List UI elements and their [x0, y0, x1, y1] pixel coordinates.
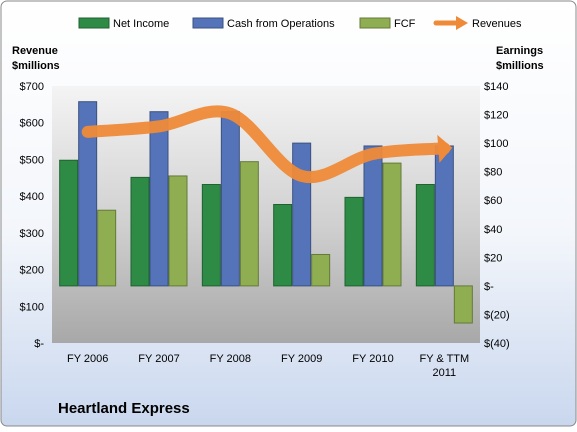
legend-swatch-net-income: [78, 17, 110, 29]
bar-fcf: [382, 162, 402, 287]
right-axis-tick-label: $20: [484, 252, 502, 264]
legend: Net Income Cash from Operations FCF Revenue…: [78, 16, 522, 30]
category-label: FY 2009: [281, 353, 322, 365]
right-axis-tick-label: $140: [484, 81, 508, 93]
right-axis-tick-label: $-: [484, 281, 494, 293]
legend-swatch-fcf: [359, 17, 391, 29]
left-axis-tick-label: $200: [20, 265, 44, 277]
right-axis-tick-label: $(20): [484, 309, 510, 321]
right-axis-tick-label: $100: [484, 138, 508, 150]
bar-fcf: [453, 285, 473, 324]
bar-cash-from-operations: [220, 111, 240, 287]
line-layer: [81, 105, 453, 184]
bar-cash-from-operations: [78, 101, 98, 287]
left-axis-tick-label: $300: [20, 228, 44, 240]
left-axis-tick-label: $700: [20, 81, 44, 93]
line-arrowhead-revenues: [437, 134, 453, 163]
right-axis-tick-label: $120: [484, 110, 508, 122]
left-axis-label-line2: $millions: [12, 60, 60, 72]
bar-cash-from-operations: [292, 142, 312, 287]
right-axis-tick-label: $(40): [484, 338, 510, 350]
right-axis-tick-label: $80: [484, 167, 502, 179]
bar-cash-from-operations: [149, 111, 169, 287]
category-label: FY 2006: [67, 353, 108, 365]
right-axis-label-line1: Earnings: [496, 45, 543, 57]
bar-layer: [59, 101, 473, 324]
legend-label-cash-from-operations: Cash from Operations: [227, 18, 335, 30]
right-axis-tick-label: $40: [484, 224, 502, 236]
category-label: FY 2008: [210, 353, 251, 365]
legend-label-net-income: Net Income: [113, 18, 169, 30]
bar-net-income: [59, 159, 79, 287]
right-axis-tick-label: $60: [484, 195, 502, 207]
bar-net-income: [415, 184, 435, 287]
right-axis-label-line2: $millions: [496, 60, 544, 72]
bar-fcf: [239, 161, 259, 287]
line-revenues: [81, 105, 451, 184]
bar-net-income: [344, 196, 364, 287]
left-axis-tick-label: $100: [20, 301, 44, 313]
legend-arrow-revenues: [456, 16, 468, 30]
category-label: FY 2007: [138, 353, 179, 365]
bar-net-income: [130, 176, 150, 287]
bar-net-income: [201, 184, 221, 287]
left-axis-label-line1: Revenue: [12, 45, 58, 57]
bar-fcf: [311, 253, 331, 287]
bar-cash-from-operations: [434, 145, 454, 287]
bar-cash-from-operations: [363, 145, 383, 287]
left-axis-tick-label: $500: [20, 154, 44, 166]
category-label: FY & TTM 2011: [419, 353, 469, 379]
left-axis-tick-label: $400: [20, 191, 44, 203]
chart-title: Heartland Express: [58, 400, 190, 417]
bar-fcf: [97, 209, 117, 287]
category-label: FY 2010: [352, 353, 393, 365]
legend-label-fcf: FCF: [394, 18, 416, 30]
legend-label-revenues: Revenues: [472, 18, 522, 30]
bar-net-income: [273, 204, 293, 287]
left-axis-tick-label: $-: [34, 338, 44, 350]
left-axis-tick-label: $600: [20, 118, 44, 130]
axes-layer: $- $100 $200 $300 $400 $500 $600 $700 $(40) $(20)…: [20, 81, 510, 379]
legend-swatch-cash-from-operations: [192, 17, 224, 29]
bar-fcf: [168, 175, 188, 287]
